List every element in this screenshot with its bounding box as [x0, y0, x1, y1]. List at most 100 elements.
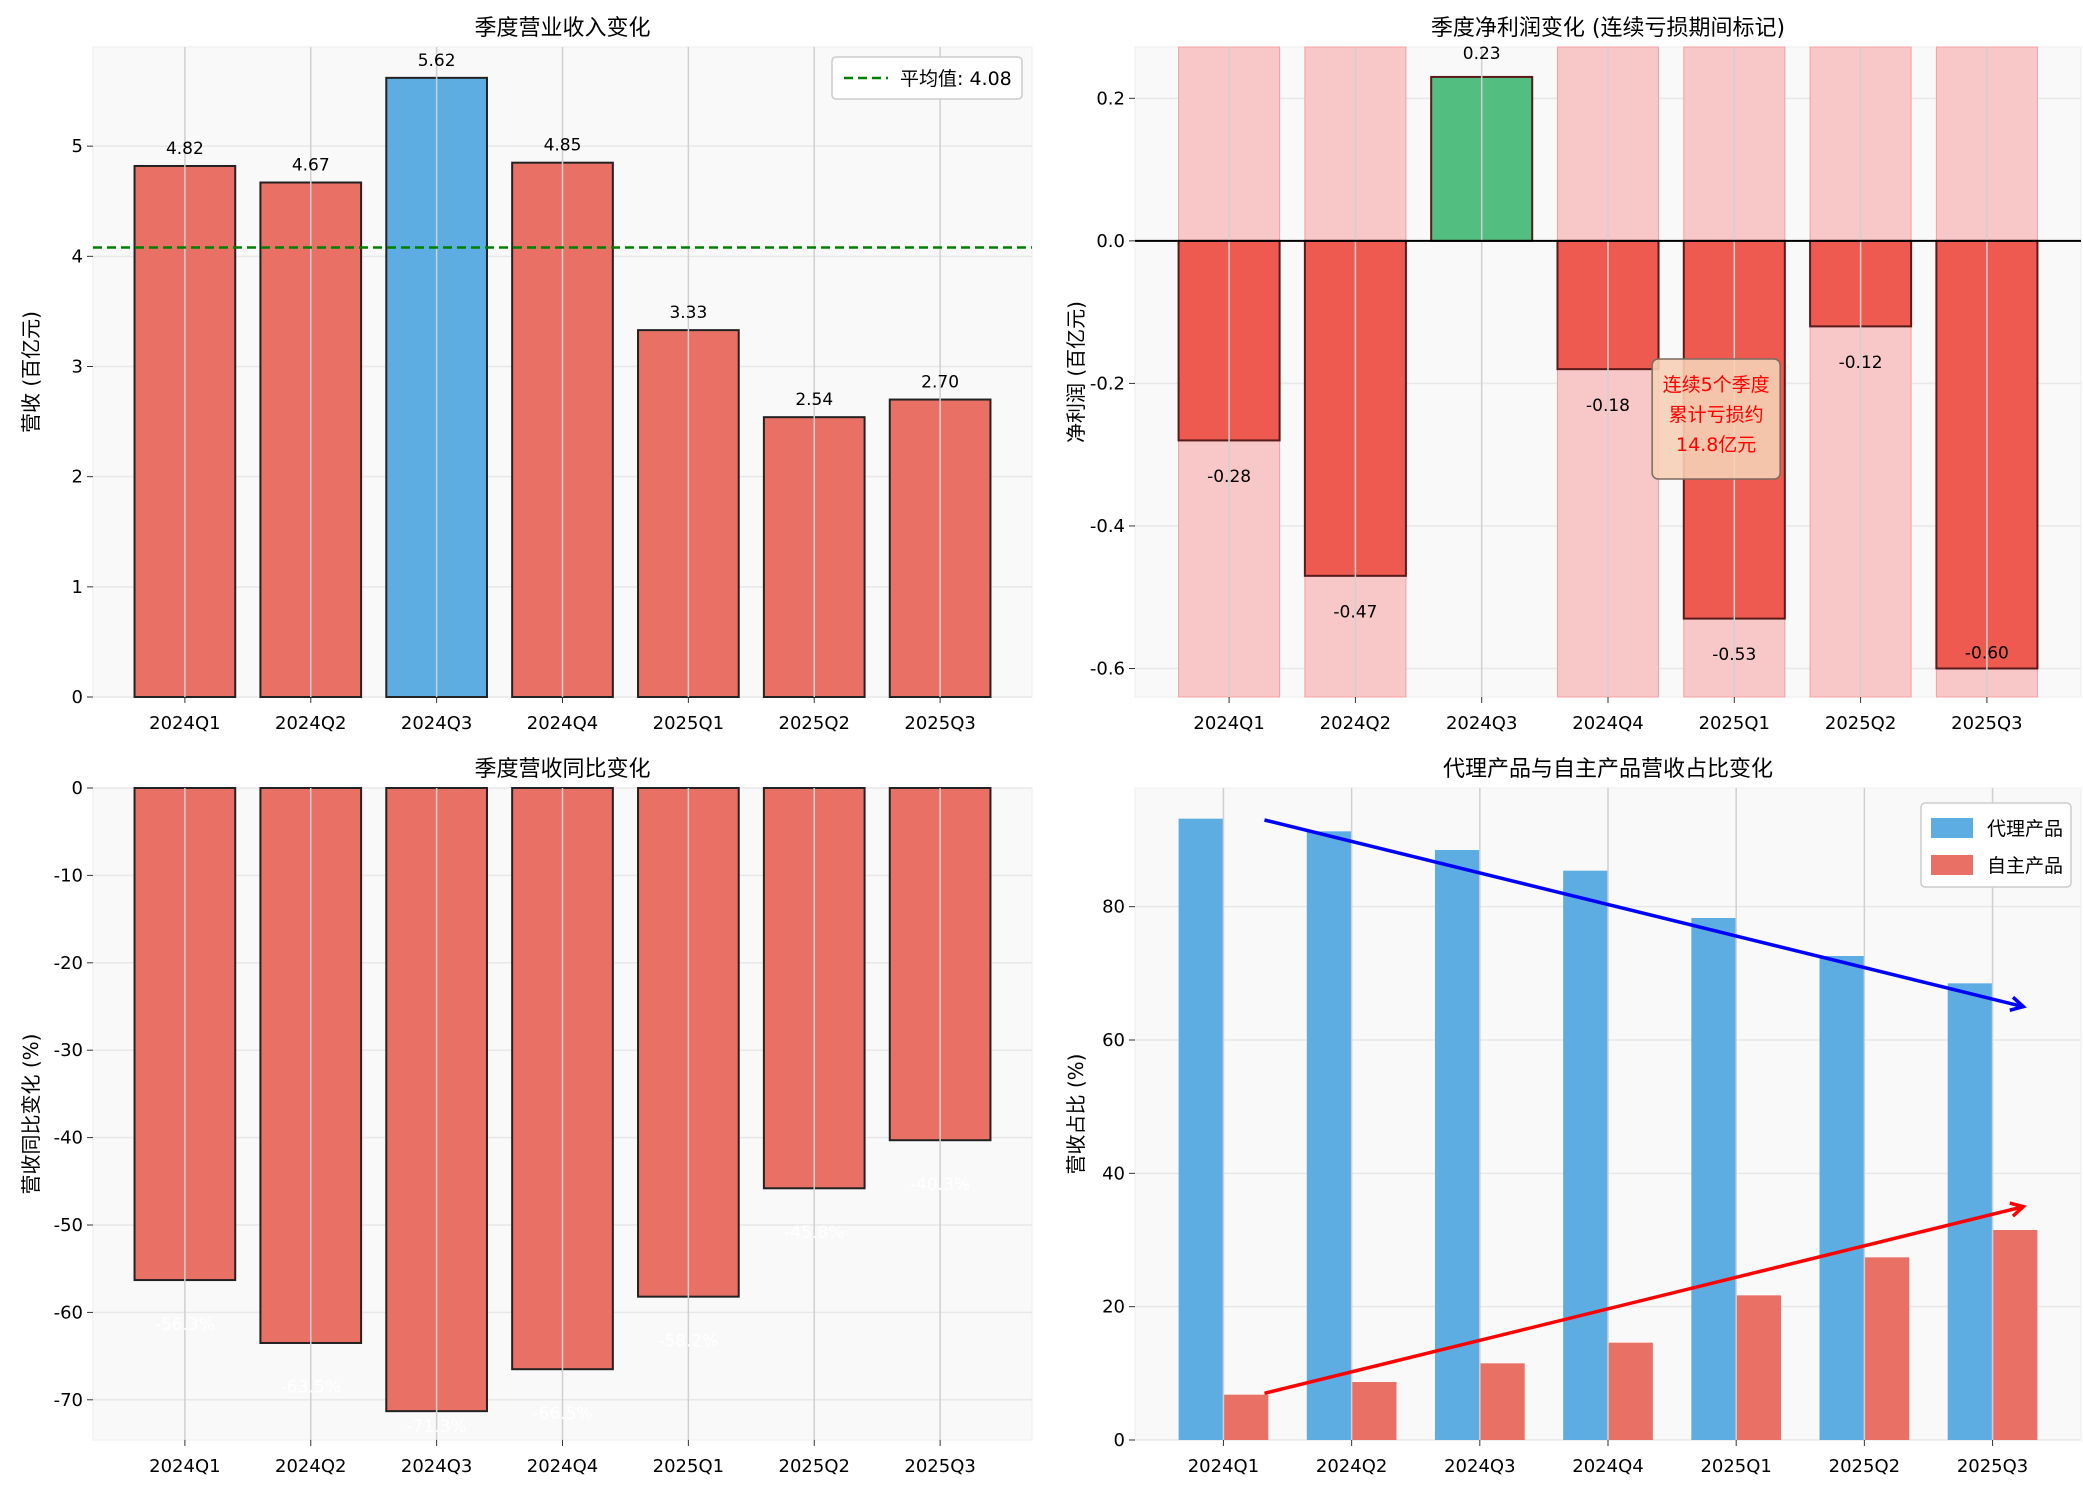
y-tick-label: 2: [72, 467, 83, 488]
chart-panel-1: 季度净利润变化 (连续亏损期间标记) 净利润 (百亿元) -0.6 -0.4 -0.2 0…: [1064, 16, 2082, 734]
bar: [1223, 1394, 1269, 1440]
x-tick-label: 2025Q2: [1825, 713, 1896, 734]
x-tick-label: 2024Q3: [401, 713, 472, 734]
x-tick-label: 2024Q1: [1188, 1456, 1259, 1477]
data-label: -56.3%: [155, 1315, 215, 1335]
x-tick-label: 2025Q3: [1951, 713, 2022, 734]
data-label: 5.62: [418, 51, 456, 71]
chart-title: 季度营业收入变化: [474, 16, 650, 41]
data-label: -0.47: [1333, 602, 1377, 622]
data-label: -0.53: [1712, 645, 1756, 665]
bar: [1691, 918, 1737, 1440]
x-tick-label: 2025Q1: [1700, 1456, 1771, 1477]
data-label: -45.8%: [784, 1223, 844, 1243]
y-tick-label: 60: [1102, 1030, 1125, 1051]
downward-trend-arrow: [1264, 818, 2024, 1009]
y-tick-label: -40: [54, 1128, 83, 1149]
data-label: 2.70: [921, 373, 959, 393]
legend-swatch: [1931, 855, 1973, 875]
data-label: -40.3%: [910, 1175, 970, 1195]
legend: 平均值: 4.08: [831, 56, 1023, 100]
x-tick-label: 2025Q2: [779, 713, 850, 734]
y-axis-label: 营收占比 (%): [1064, 1054, 1088, 1175]
y-tick-label: -0.4: [1090, 516, 1125, 537]
data-label: -0.12: [1839, 353, 1883, 373]
y-axis-label: 营收 (百亿元): [19, 311, 43, 433]
bar: [1992, 1230, 2038, 1440]
y-tick-label: 0.2: [1096, 88, 1125, 109]
data-label: 3.33: [669, 303, 707, 323]
x-tick-label: 2024Q1: [1193, 713, 1264, 734]
x-tick-label: 2025Q2: [1829, 1456, 1900, 1477]
x-tick-label: 2024Q4: [1572, 1456, 1643, 1477]
y-tick-label: 5: [72, 136, 83, 157]
y-tick-label: 40: [1102, 1163, 1125, 1184]
data-label: -63.5%: [281, 1378, 341, 1398]
data-label: 4.67: [292, 156, 330, 176]
x-tick-label: 2024Q4: [1572, 713, 1643, 734]
x-tick-label: 2024Q2: [275, 713, 346, 734]
data-label: 4.85: [544, 136, 582, 156]
y-tick-label: 4: [72, 246, 83, 267]
legend-label: 代理产品: [1987, 818, 2063, 840]
arrowhead-icon: [2009, 1201, 2027, 1218]
bar: [1563, 870, 1608, 1440]
data-label: 0.23: [1463, 44, 1501, 64]
y-tick-label: -30: [54, 1040, 83, 1061]
annotation-box: [1651, 358, 1781, 480]
bar: [1306, 831, 1352, 1440]
x-tick-label: 2024Q3: [1444, 1456, 1515, 1477]
x-tick-label: 2025Q1: [653, 713, 724, 734]
y-axis-label: 净利润 (百亿元): [1064, 301, 1088, 443]
x-tick-label: 2024Q1: [149, 713, 220, 734]
y-tick-label: 20: [1102, 1297, 1125, 1318]
data-label: -0.60: [1965, 643, 2009, 663]
legend-label: 自主产品: [1987, 855, 2063, 877]
x-tick-label: 2024Q2: [1320, 713, 1391, 734]
y-tick-label: 0: [72, 687, 83, 708]
x-tick-label: 2024Q2: [1316, 1456, 1387, 1477]
y-tick-label: -70: [54, 1390, 83, 1411]
data-label: -58.2%: [658, 1331, 718, 1351]
arrowhead-icon: [2009, 995, 2027, 1012]
bar: [1736, 1295, 1782, 1440]
y-tick-label: -0.6: [1090, 658, 1125, 679]
y-tick-label: -10: [54, 865, 83, 886]
bar: [1947, 983, 1993, 1440]
bar: [1819, 956, 1865, 1440]
x-tick-label: 2025Q2: [779, 1456, 850, 1477]
annotation-text: 14.8亿元: [1676, 434, 1756, 456]
data-label: -71.3%: [407, 1417, 467, 1437]
y-tick-label: 3: [72, 356, 83, 377]
data-label: -66.5%: [532, 1404, 592, 1424]
y-axis-label: 营收同比变化 (%): [19, 1034, 43, 1195]
chart-title: 代理产品与自主产品营收占比变化: [1443, 757, 1773, 782]
chart-title: 季度营收同比变化: [474, 757, 650, 782]
data-label: 2.54: [795, 390, 833, 410]
y-tick-label: -50: [54, 1215, 83, 1236]
bar: [1479, 1363, 1525, 1440]
legend-label: 平均值: 4.08: [900, 68, 1012, 90]
data-label: -0.18: [1586, 396, 1630, 416]
bar: [1178, 818, 1224, 1440]
chart-title: 季度净利润变化 (连续亏损期间标记): [1431, 16, 1785, 41]
x-tick-label: 2025Q3: [904, 1456, 975, 1477]
y-tick-label: -20: [54, 953, 83, 974]
annotation-text: 连续5个季度: [1663, 374, 1770, 396]
y-tick-label: 0: [1114, 1430, 1125, 1451]
x-tick-label: 2024Q1: [149, 1456, 220, 1477]
bar: [1351, 1382, 1397, 1440]
x-tick-label: 2024Q3: [1446, 713, 1517, 734]
x-tick-label: 2024Q3: [401, 1456, 472, 1477]
x-tick-label: 2024Q4: [527, 1456, 598, 1477]
x-tick-label: 2025Q1: [653, 1456, 724, 1477]
bar: [1864, 1257, 1910, 1440]
legend-box: [831, 56, 1023, 100]
x-tick-label: 2025Q1: [1699, 713, 1770, 734]
x-tick-label: 2025Q3: [1957, 1456, 2028, 1477]
